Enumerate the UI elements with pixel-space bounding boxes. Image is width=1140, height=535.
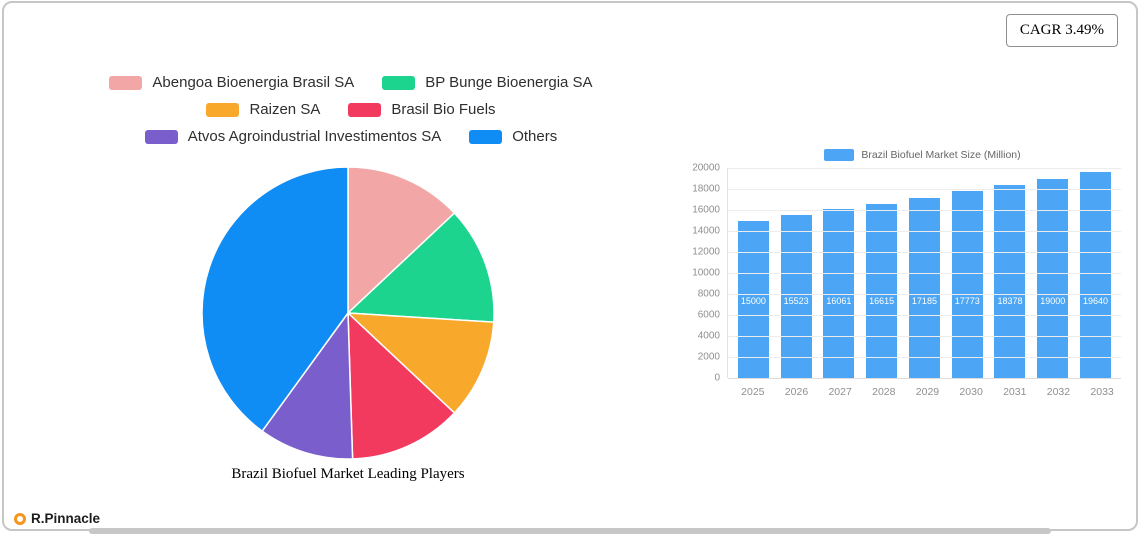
horizontal-scrollbar[interactable]	[89, 528, 1051, 534]
y-axis-tick-label: 0	[714, 372, 720, 384]
pie-legend-item-2[interactable]: Raizen SA	[206, 101, 320, 118]
x-axis-tick-label: 2030	[959, 386, 983, 398]
y-axis-tick-label: 12000	[692, 246, 720, 258]
pie-slice-4	[261, 310, 354, 460]
y-axis-tick-label: 10000	[692, 267, 720, 279]
bar-column-2033: 19640	[1080, 168, 1111, 378]
gridline	[728, 252, 1121, 253]
legend-swatch-icon	[206, 102, 240, 117]
bar-column-2026: 15523	[780, 168, 812, 378]
legend-swatch-icon	[109, 75, 143, 90]
gridline	[728, 168, 1121, 169]
bar-chart-x-axis: 2025 2026 2027 2028 2029 2030 2031 2032 2033	[727, 386, 1128, 398]
y-axis-tick-label: 4000	[697, 330, 720, 342]
bar-column-2027: 16061	[823, 168, 855, 378]
brand-logo: R.Pinnacle	[14, 511, 100, 526]
legend-label: BP Bunge Bioenergia SA	[425, 74, 593, 91]
gridline	[728, 273, 1121, 274]
bar	[908, 197, 940, 378]
bar-value-label: 16615	[869, 296, 895, 306]
bar-column-2028: 16615	[866, 168, 898, 378]
legend-label: Others	[512, 128, 558, 145]
bar	[1080, 171, 1111, 378]
gridline	[728, 231, 1121, 232]
bar	[994, 185, 1026, 378]
legend-label: Raizen SA	[249, 101, 321, 118]
bar	[866, 203, 898, 378]
bar-series: 15000 15523 16061 16615 17185 17773 18378 19000…	[728, 168, 1121, 378]
legend-swatch-icon	[469, 129, 503, 144]
bar	[823, 209, 855, 378]
pie-chart	[201, 166, 495, 460]
pie-slice-2	[345, 312, 495, 415]
bar-value-label: 19640	[1082, 296, 1109, 306]
pie-legend-item-0[interactable]: Abengoa Bioenergia Brasil SA	[109, 74, 354, 91]
gridline	[728, 357, 1121, 358]
gridline	[728, 210, 1121, 211]
pie-slice-1	[346, 211, 495, 323]
pie-slice-5	[201, 166, 349, 433]
brand-ring-icon	[14, 512, 26, 525]
legend-swatch-icon	[382, 75, 416, 90]
bar-value-label: 17185	[911, 296, 937, 306]
x-axis-tick-label: 2026	[784, 386, 809, 398]
bar-value-label: 15523	[783, 296, 809, 306]
x-axis-tick-label: 2029	[915, 386, 940, 398]
y-axis-tick-label: 18000	[692, 183, 720, 195]
pie-legend-item-4[interactable]: Atvos Agroindustrial Investimentos SA	[144, 128, 442, 145]
bar	[737, 220, 769, 378]
y-axis-tick-label: 20000	[692, 162, 720, 174]
bar-chart-legend[interactable]: Brazil Biofuel Market Size (Million)	[725, 149, 1120, 161]
gridline	[728, 189, 1121, 190]
pie-slice-0	[347, 166, 456, 315]
legend-label: Atvos Agroindustrial Investimentos SA	[187, 128, 442, 145]
cagr-badge: CAGR 3.49%	[1005, 14, 1118, 47]
x-axis-tick-label: 2025	[741, 386, 765, 398]
legend-label: Brasil Bio Fuels	[391, 101, 496, 118]
brand-name: R.Pinnacle	[31, 511, 101, 526]
pie-slice-3	[347, 311, 456, 460]
pie-legend: Abengoa Bioenergia Brasil SA BP Bunge Bio…	[66, 74, 636, 145]
legend-swatch-icon	[144, 129, 178, 144]
bar-column-2029: 17185	[908, 168, 940, 378]
x-axis-tick-label: 2032	[1046, 386, 1071, 398]
pie-chart-title: Brazil Biofuel Market Leading Players	[231, 466, 465, 482]
gridline	[728, 315, 1121, 316]
bar	[1037, 178, 1069, 378]
legend-swatch-icon	[348, 102, 382, 117]
pie-legend-item-3[interactable]: Brasil Bio Fuels	[348, 101, 496, 118]
bar-value-label: 15000	[740, 296, 766, 306]
y-axis-tick-label: 16000	[692, 204, 720, 216]
y-axis-tick-label: 2000	[697, 351, 720, 363]
pie-legend-item-5[interactable]: Others	[469, 128, 557, 145]
gridline	[728, 336, 1121, 337]
bar-column-2030: 17773	[951, 168, 983, 378]
pie-legend-item-1[interactable]: BP Bunge Bioenergia SA	[382, 74, 593, 91]
y-axis-tick-label: 6000	[697, 309, 720, 321]
x-axis-tick-label: 2031	[1003, 386, 1027, 398]
bar-value-label: 18378	[997, 296, 1023, 306]
y-axis-tick-label: 14000	[692, 225, 720, 237]
bar-legend-label: Brazil Biofuel Market Size (Million)	[861, 149, 1021, 161]
bar-column-2031: 18378	[994, 168, 1026, 378]
bar-value-label: 17773	[954, 296, 980, 306]
bar-column-2025: 15000	[737, 168, 769, 378]
x-axis-tick-label: 2028	[872, 386, 896, 398]
gridline	[728, 294, 1121, 295]
bar-chart-plot: 15000 15523 16061 16615 17185 17773 18378 19000…	[692, 163, 1121, 384]
bar-legend-swatch	[824, 149, 855, 161]
bar-value-label: 19000	[1040, 296, 1066, 306]
bar	[951, 191, 983, 378]
x-axis-tick-label: 2027	[828, 386, 852, 398]
bar-column-2032: 19000	[1037, 168, 1069, 378]
gridline	[728, 378, 1121, 379]
bar	[780, 215, 812, 378]
bar-value-label: 16061	[826, 296, 852, 306]
x-axis-tick-label: 2033	[1090, 386, 1114, 398]
y-axis-tick-label: 8000	[697, 288, 720, 300]
legend-label: Abengoa Bioenergia Brasil SA	[152, 74, 355, 91]
